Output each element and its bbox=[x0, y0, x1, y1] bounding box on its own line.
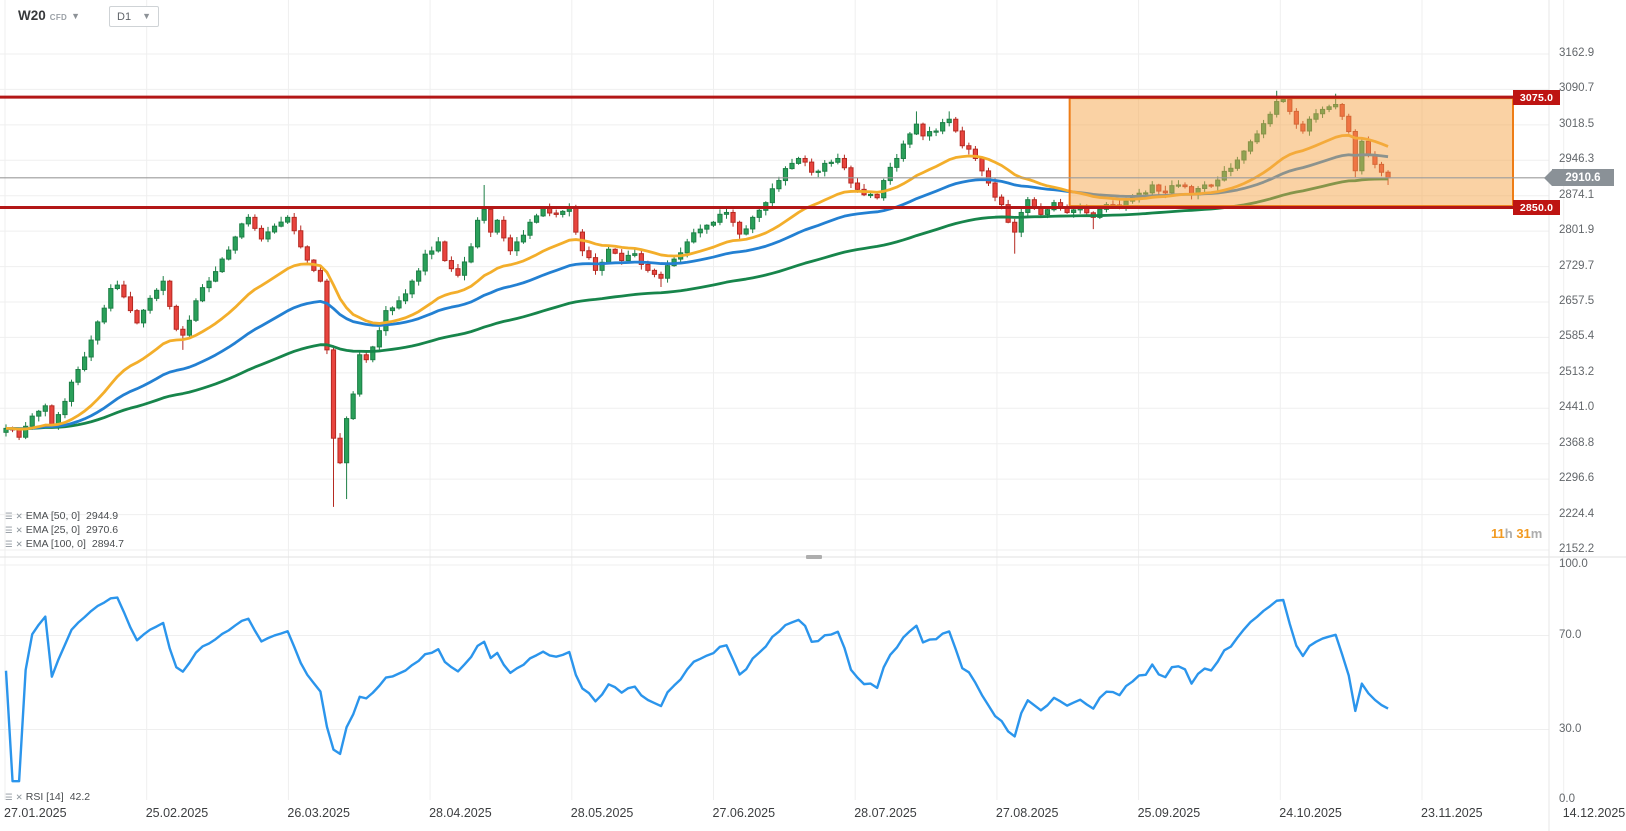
date-axis-label: 23.11.2025 bbox=[1421, 806, 1483, 820]
date-axis-label: 27.06.2025 bbox=[712, 806, 776, 820]
price-axis-label: 2946.3 bbox=[1559, 153, 1595, 166]
current-price-tag: 2910.6 bbox=[1552, 169, 1614, 186]
price-axis-label: 2729.7 bbox=[1559, 259, 1595, 272]
candles bbox=[3, 90, 1391, 507]
level-value: 3075.0 bbox=[1519, 91, 1554, 104]
countdown-hours-unit: h bbox=[1504, 526, 1517, 541]
price-axis-label: 2801.9 bbox=[1559, 224, 1595, 237]
indicator-settings-icon[interactable]: ☰ bbox=[5, 539, 13, 549]
grid bbox=[0, 0, 1565, 800]
price-axis-label: 3090.7 bbox=[1559, 82, 1595, 95]
indicator-close-icon[interactable]: ✕ bbox=[15, 511, 23, 521]
indicator-settings-icon[interactable]: ☰ bbox=[5, 511, 13, 521]
indicator-settings-icon[interactable]: ☰ bbox=[5, 792, 13, 802]
rsi-axis-label: 100.0 bbox=[1559, 558, 1588, 570]
indicator-row-rsi: ☰ ✕ RSI [14] 42.2 bbox=[5, 791, 90, 803]
rsi-axis-label: 0.0 bbox=[1559, 793, 1575, 805]
resistance-level-label[interactable]: 3075.0 bbox=[1513, 90, 1560, 105]
rsi-axis-label: 70.0 bbox=[1559, 628, 1582, 641]
indicator-label: EMA [25, 0] bbox=[25, 524, 81, 536]
rsi-axis-label: 30.0 bbox=[1559, 722, 1582, 735]
price-axis-label: 2368.8 bbox=[1559, 436, 1595, 449]
indicator-close-icon[interactable]: ✕ bbox=[15, 525, 23, 535]
indicator-row-ema50: ☰ ✕ EMA [50, 0] 2944.9 bbox=[5, 510, 118, 522]
price-axis-label: 2224.4 bbox=[1559, 507, 1595, 520]
level-value: 2850.0 bbox=[1519, 201, 1554, 214]
ema-100-line bbox=[5, 177, 1389, 430]
panel-resize-handle[interactable] bbox=[806, 555, 822, 559]
indicator-label: RSI [14] bbox=[25, 791, 64, 803]
indicator-row-ema100: ☰ ✕ EMA [100, 0] 2894.7 bbox=[5, 538, 124, 550]
current-price-value: 2910.6 bbox=[1565, 171, 1601, 184]
indicator-close-icon[interactable]: ✕ bbox=[15, 792, 23, 802]
timeframe-value: D1 bbox=[117, 10, 132, 23]
symbol-name: W20 bbox=[18, 8, 46, 23]
indicator-value: 2944.9 bbox=[86, 510, 119, 522]
timeframe-select[interactable]: D1 ▼ bbox=[109, 6, 159, 27]
countdown-hours: 11 bbox=[1491, 526, 1505, 541]
price-axis-label: 3018.5 bbox=[1559, 117, 1595, 130]
date-axis-label: 28.05.2025 bbox=[570, 806, 634, 820]
countdown-minutes: 31 bbox=[1516, 526, 1531, 541]
price-axis-label: 3162.9 bbox=[1559, 47, 1595, 59]
price-axis-label: 2441.0 bbox=[1559, 401, 1595, 414]
symbol-selector[interactable]: W20 CFD ▼ bbox=[18, 8, 80, 23]
indicator-label: EMA [100, 0] bbox=[25, 538, 86, 550]
indicator-settings-icon[interactable]: ☰ bbox=[5, 525, 13, 535]
bar-close-countdown: 11h 31m bbox=[1491, 526, 1542, 541]
price-axis-label: 2585.4 bbox=[1559, 330, 1595, 343]
highlight-zone[interactable] bbox=[1068, 97, 1515, 208]
date-axis-label: 26.03.2025 bbox=[287, 806, 350, 820]
price-axis-label: 2513.2 bbox=[1559, 365, 1595, 378]
indicator-value: 42.2 bbox=[69, 791, 91, 803]
price-axis-label: 2152.2 bbox=[1559, 543, 1595, 555]
date-axis-label: 25.09.2025 bbox=[1137, 806, 1201, 820]
date-axis-label: 14.12.2025 bbox=[1562, 806, 1626, 820]
support-level-label[interactable]: 2850.0 bbox=[1513, 200, 1560, 215]
indicator-value: 2970.6 bbox=[86, 524, 119, 536]
price-axis-label: 2296.6 bbox=[1559, 472, 1595, 485]
price-axis-label: 2657.5 bbox=[1559, 295, 1595, 308]
date-axis-label: 28.07.2025 bbox=[854, 806, 917, 820]
date-axis-label: 28.04.2025 bbox=[429, 806, 492, 820]
chart-toolbar: W20 CFD ▼ D1 ▼ bbox=[0, 0, 1626, 34]
date-axis-label: 24.10.2025 bbox=[1279, 806, 1342, 820]
date-axis-label: 27.08.2025 bbox=[995, 806, 1059, 820]
chevron-down-icon: ▼ bbox=[142, 10, 151, 21]
instrument-type-label: CFD bbox=[49, 13, 68, 22]
rsi-line bbox=[4, 596, 1389, 783]
indicator-value: 2894.7 bbox=[91, 538, 124, 550]
date-axis-label: 25.02.2025 bbox=[145, 806, 209, 820]
countdown-minutes-unit: m bbox=[1530, 526, 1543, 541]
chevron-down-icon: ▼ bbox=[71, 11, 81, 21]
price-axis-label: 2874.1 bbox=[1559, 188, 1595, 201]
indicator-close-icon[interactable]: ✕ bbox=[15, 539, 23, 549]
date-axis-label: 27.01.2025 bbox=[4, 806, 67, 820]
indicator-row-ema25: ☰ ✕ EMA [25, 0] 2970.6 bbox=[5, 524, 118, 536]
indicator-label: EMA [50, 0] bbox=[25, 510, 81, 522]
